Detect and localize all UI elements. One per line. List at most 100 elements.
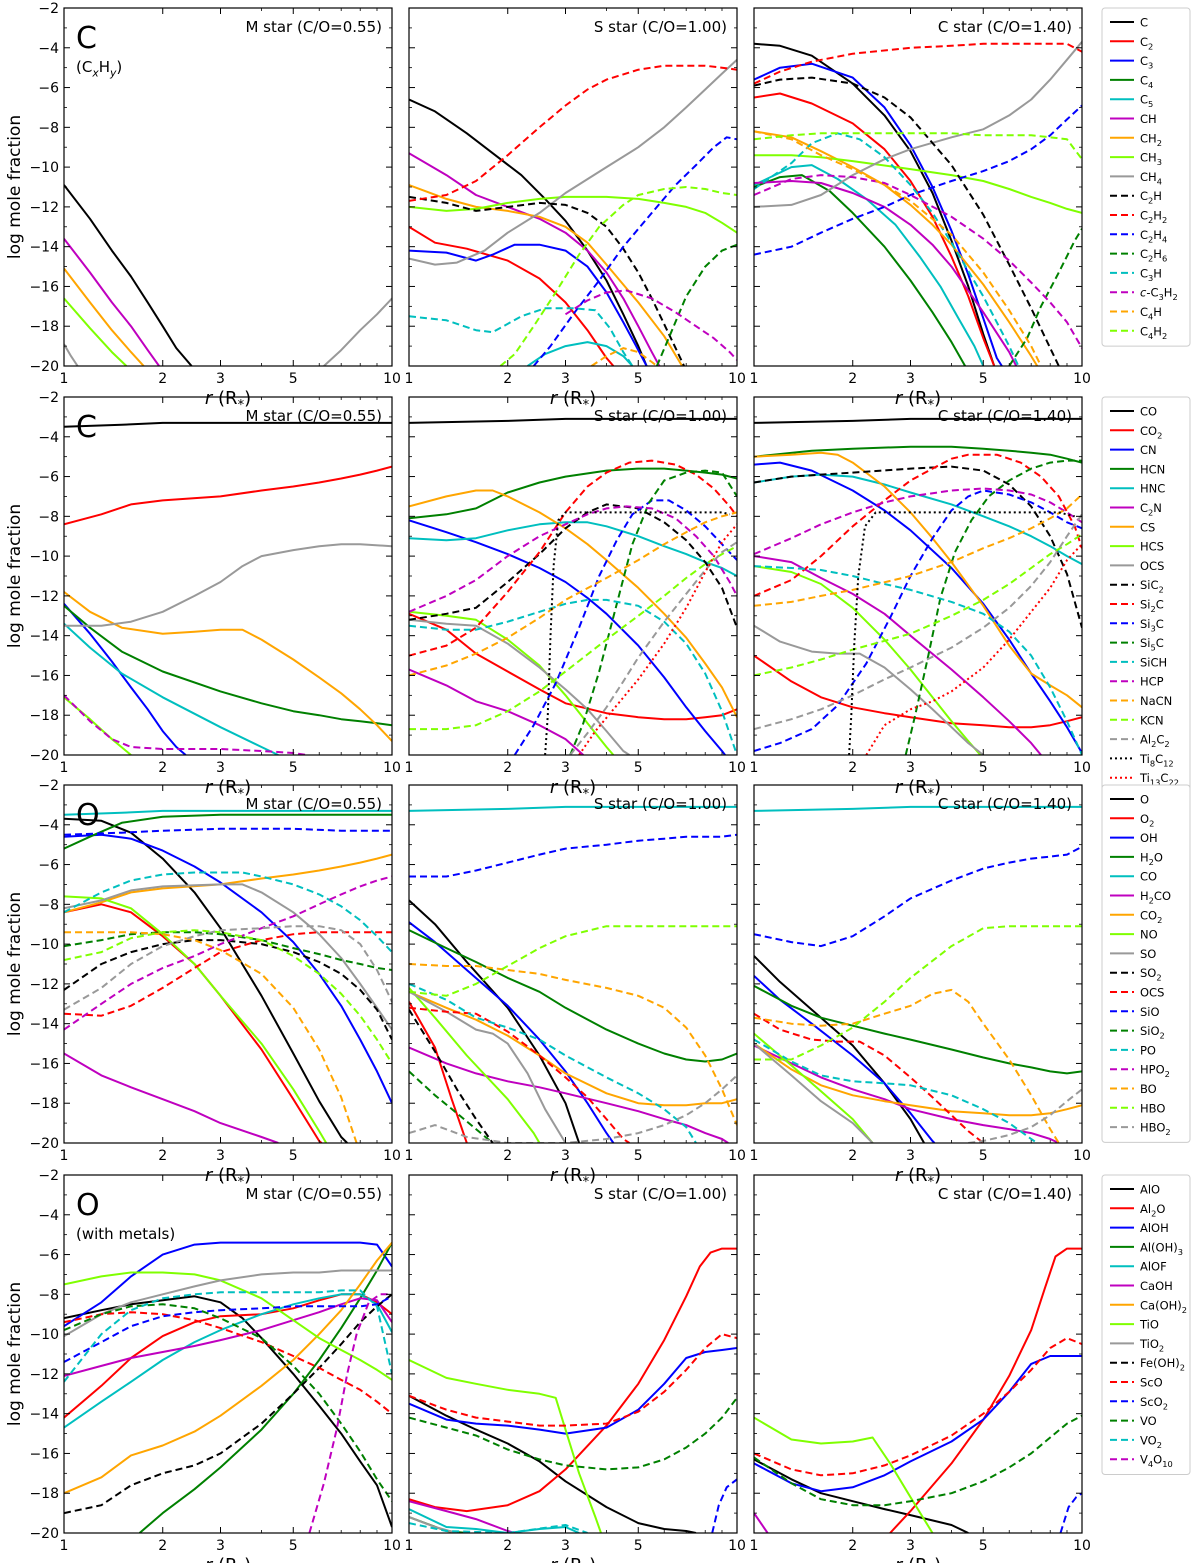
series-line-vo2 [64,1289,392,1383]
legend-entry: H2O [1110,850,1163,867]
series-line-hcp [754,487,1082,556]
legend-label: CS [1140,520,1155,534]
series-line-caoh [64,1297,392,1377]
series-line-alof [64,1293,392,1429]
series-line-co [409,417,737,424]
x-tick-label: 3 [561,1538,570,1554]
panel-title: S star (C/O=1.00) [594,18,727,36]
y-tick-label: −4 [38,818,59,834]
series-line-c5 [754,164,985,366]
series-line-sio [409,833,737,878]
series-line-sco [409,1333,737,1427]
series-line-si2c [754,453,1082,597]
legend-frame [1101,1174,1191,1475]
panel-title: C star (C/O=1.40) [938,1185,1072,1203]
legend-entry: C2H4 [1110,228,1167,244]
series-line-ch2 [754,130,1039,366]
x-tick-label: 10 [728,760,746,776]
series-line-ch [409,152,661,366]
x-tick-label: 10 [1073,371,1091,387]
legend-label: C5 [1140,93,1153,109]
x-tick-label: 2 [503,1538,512,1554]
x-tick-label: 3 [216,1148,225,1164]
series-line-ca-oh-2 [64,1241,392,1495]
legend-label: KCN [1140,713,1164,727]
y-tick-label: −12 [29,200,59,216]
legend-label: C4H2 [1140,324,1167,340]
legend-entry: TiO2 [1110,1337,1164,1353]
series-line-cs [409,489,737,718]
x-tick-label: 1 [405,1148,414,1164]
legend-label: NO [1140,928,1158,942]
series-line-caoh [754,1512,769,1533]
legend-label: H2CO [1140,889,1171,905]
legend-entry: OCS [1110,986,1164,1000]
series-line-c4 [754,174,966,366]
x-tick-label: 1 [405,371,414,387]
legend-label: SO2 [1140,966,1162,982]
series-line-oh [754,975,936,1143]
legend-label: AlOF [1140,1260,1167,1274]
legend-label: CH2 [1140,131,1162,147]
legend-entry: OH [1110,831,1158,845]
series-line-bo [64,931,358,1143]
legend-label: Al2O [1140,1202,1165,1218]
y-tick-label: −18 [29,1486,59,1502]
series-line-ch4 [754,41,1082,208]
x-tick-label: 5 [289,1538,298,1554]
x-tick-label: 2 [503,760,512,776]
panel-3: 1 2 3 5 10 r (R*) C star (C/O=1.40) [750,396,1091,802]
legend-entry: Ca(OH)2 [1110,1298,1187,1315]
series-line-cn [409,519,726,755]
legend-label: HBO2 [1140,1121,1171,1137]
legend-label: CO2 [1140,908,1162,924]
series-line-ocs [754,624,984,755]
series-group [409,417,737,755]
legend-entry: SO [1110,947,1156,961]
series-line-sich [409,598,737,755]
legend-entry: SiO2 [1110,1024,1165,1041]
series-line-co2 [64,853,392,914]
y-tick-label: −16 [29,668,59,684]
legend-label: C2N [1140,501,1162,517]
x-tick-label: 3 [216,1538,225,1554]
y-tick-label: −4 [38,41,59,57]
x-tick-label: 5 [979,1148,988,1164]
series-line-so [754,1042,874,1143]
x-tick-label: 1 [405,1538,414,1554]
series-line-si5c [904,459,1082,755]
series-line-caoh [409,1500,515,1533]
x-tick-label: 10 [383,371,401,387]
series-line-bo [409,963,737,1126]
panel-3: 1 2 3 5 10 r (R*) C star (C/O=1.40) [750,1174,1091,1563]
figure-row-4: log mole fraction −20 −18 −16 −14 −12 −10 −8 −6 −… [5,1168,1191,1563]
legend-label: C2H2 [1140,209,1167,225]
legend-label: OH [1140,831,1158,845]
x-tick-label: 5 [634,1148,643,1164]
legend-label: c-C3H2 [1140,286,1178,302]
series-line-nacn [409,511,737,677]
row-label: O [76,1188,100,1223]
x-tick-label: 3 [561,760,570,776]
legend-label: Al(OH)3 [1140,1240,1183,1256]
series-line-cn [754,461,1082,754]
x-tick-label: 3 [561,371,570,387]
legend-entry: HCP [1110,675,1164,689]
legend-label: Si2C [1140,598,1164,614]
legend-entry: CO [1110,870,1157,884]
legend-label: C4H [1140,305,1162,321]
legend-entry: Si2C [1110,598,1164,614]
y-tick-label: −18 [29,319,59,335]
legend-entry: SiO [1110,1005,1160,1019]
y-tick-label: −6 [38,470,59,486]
series-line-ch4 [323,297,392,366]
x-axis-label: r (R*) [550,777,596,802]
legend-entry: AlOF [1110,1260,1167,1274]
x-tick-label: 10 [383,1148,401,1164]
legend-entry: BO [1110,1082,1157,1096]
legend-entry: VO2 [1110,1433,1162,1450]
legend-label: C3H [1140,266,1162,282]
series-line-po [754,1038,1038,1143]
series-line-ch3 [64,297,128,366]
series-line-sco2 [711,1478,737,1533]
